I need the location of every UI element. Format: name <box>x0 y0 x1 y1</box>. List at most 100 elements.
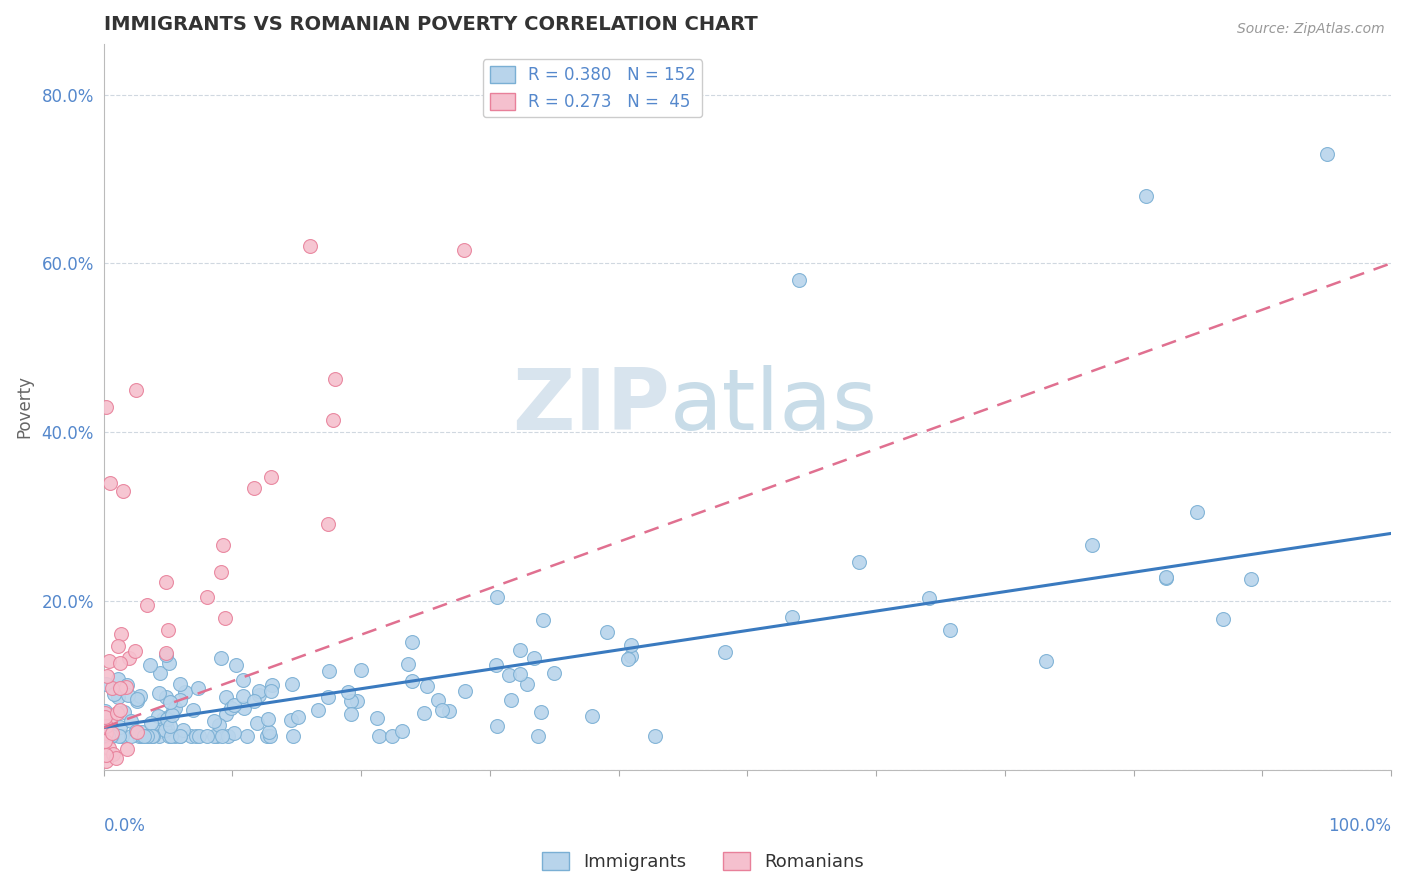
Point <box>103 687 125 701</box>
Point <box>128 729 150 743</box>
Point <box>208 718 231 732</box>
Point <box>156 710 179 724</box>
Point <box>141 729 163 743</box>
Point <box>416 679 439 693</box>
Legend: R = 0.380   N = 152, R = 0.273   N =  45: R = 0.380 N = 152, R = 0.273 N = 45 <box>484 60 703 118</box>
Point <box>187 681 209 696</box>
Point <box>94 747 117 762</box>
Point <box>620 648 643 663</box>
Point <box>247 683 270 698</box>
Point <box>401 635 423 649</box>
Point <box>94 706 117 721</box>
Point <box>202 729 225 743</box>
Point <box>174 685 197 699</box>
Point <box>163 700 186 714</box>
Point <box>115 680 138 694</box>
Point <box>401 673 423 688</box>
Point <box>159 719 181 733</box>
Point <box>110 681 132 696</box>
Point <box>516 677 538 691</box>
Point <box>100 729 122 743</box>
Point <box>125 383 148 397</box>
Point <box>581 708 603 723</box>
Point <box>318 690 340 704</box>
Point <box>260 678 283 692</box>
Point <box>215 707 238 722</box>
Point <box>117 688 139 702</box>
Point <box>98 740 121 755</box>
Point <box>1154 571 1177 585</box>
Point <box>644 729 666 743</box>
Text: 0.0%: 0.0% <box>104 817 145 835</box>
Point <box>169 729 191 743</box>
Point <box>381 729 404 743</box>
Point <box>499 692 522 706</box>
Point <box>340 694 363 708</box>
Point <box>155 646 177 660</box>
Point <box>100 729 122 743</box>
Text: IMMIGRANTS VS ROMANIAN POVERTY CORRELATION CHART: IMMIGRANTS VS ROMANIAN POVERTY CORRELATI… <box>104 15 758 34</box>
Point <box>232 673 254 687</box>
Point <box>155 575 177 590</box>
Point <box>107 640 129 654</box>
Point <box>159 695 181 709</box>
Point <box>107 690 129 705</box>
Point <box>94 754 117 768</box>
Point <box>256 712 278 726</box>
Point <box>498 667 520 681</box>
Point <box>132 729 155 743</box>
Point <box>188 729 211 743</box>
Point <box>453 243 475 257</box>
Point <box>1185 505 1208 519</box>
Point <box>787 273 810 287</box>
Point <box>316 516 339 531</box>
Point <box>222 698 245 713</box>
Point <box>169 677 191 691</box>
Point <box>350 663 373 677</box>
Point <box>509 667 531 681</box>
Point <box>543 666 565 681</box>
Point <box>413 706 436 720</box>
Point <box>108 720 131 734</box>
Point <box>233 701 256 715</box>
Point <box>195 729 218 743</box>
Point <box>135 598 157 612</box>
Point <box>98 713 121 727</box>
Point <box>1135 189 1157 203</box>
Point <box>169 693 191 707</box>
Point <box>125 725 148 739</box>
Text: ZIP: ZIP <box>512 366 671 449</box>
Point <box>195 590 218 604</box>
Point <box>160 707 183 722</box>
Legend: Immigrants, Romanians: Immigrants, Romanians <box>534 845 872 879</box>
Point <box>1154 570 1177 584</box>
Point <box>149 723 172 738</box>
Point <box>782 610 804 624</box>
Point <box>139 658 162 673</box>
Point <box>138 729 160 743</box>
Point <box>215 690 238 705</box>
Point <box>115 742 138 756</box>
Point <box>509 643 531 657</box>
Point <box>249 688 271 702</box>
Point <box>485 719 508 733</box>
Point <box>101 681 124 695</box>
Point <box>1035 654 1057 668</box>
Point <box>209 650 232 665</box>
Point <box>243 481 266 495</box>
Point <box>152 712 174 726</box>
Point <box>131 729 153 743</box>
Point <box>184 729 207 743</box>
Point <box>257 725 280 739</box>
Point <box>339 707 361 722</box>
Text: atlas: atlas <box>671 366 877 449</box>
Point <box>427 693 450 707</box>
Point <box>131 725 153 739</box>
Point <box>110 626 132 640</box>
Point <box>209 565 232 579</box>
Point <box>280 713 302 727</box>
Point <box>101 726 124 740</box>
Point <box>96 669 118 683</box>
Point <box>714 645 737 659</box>
Point <box>129 690 152 704</box>
